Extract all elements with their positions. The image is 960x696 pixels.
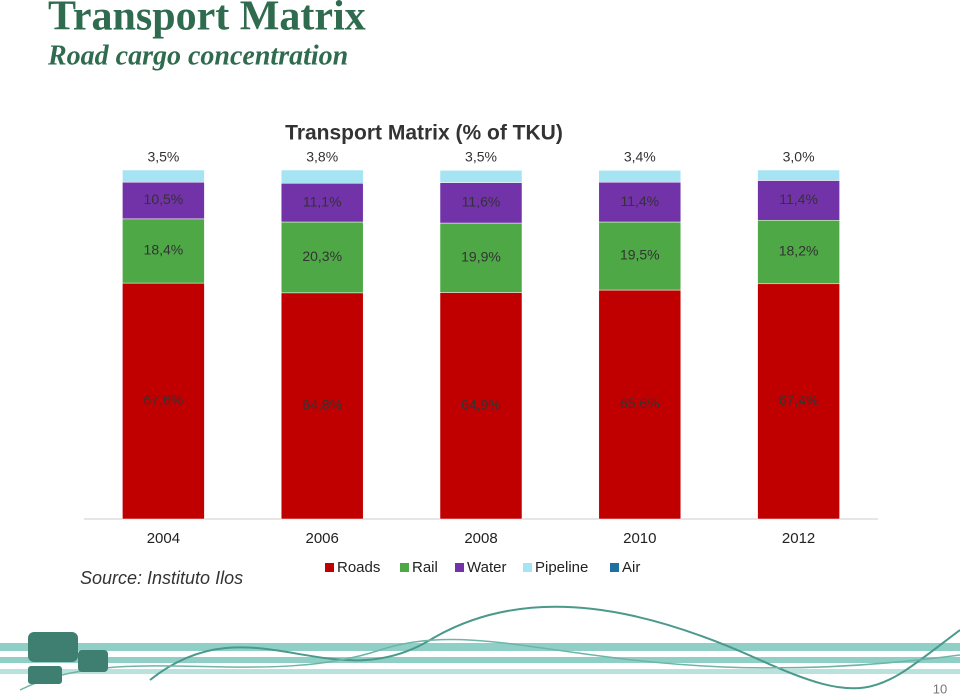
data-label: 11,6% xyxy=(462,194,501,210)
bar-segment xyxy=(757,169,840,181)
bar-segment xyxy=(122,169,205,183)
data-label: 10,5% xyxy=(144,191,184,207)
footer-stripe xyxy=(0,643,960,651)
footer-wave xyxy=(149,605,960,690)
bar-segment xyxy=(598,181,682,223)
legend-swatch xyxy=(400,563,409,572)
data-label: 19,9% xyxy=(461,248,501,264)
data-label: 3,5% xyxy=(147,149,179,165)
legend-swatch xyxy=(325,563,334,572)
bar-segment xyxy=(439,182,523,224)
data-label: 64,9% xyxy=(461,396,501,412)
x-tick-label: 2004 xyxy=(147,530,180,547)
data-label: 11,4% xyxy=(620,193,659,209)
data-label: 3,8% xyxy=(306,149,338,165)
footer-icon xyxy=(28,666,62,684)
bar-segment xyxy=(122,282,205,520)
data-label: 67,4% xyxy=(779,392,819,408)
footer-icon xyxy=(78,650,108,672)
legend-swatch xyxy=(610,563,619,572)
bar-segment xyxy=(439,292,523,520)
page-number: 10 xyxy=(933,681,947,696)
legend-label: Air xyxy=(622,559,640,576)
bar-segment xyxy=(280,183,364,223)
legend-label: Roads xyxy=(337,559,380,576)
footer-icon xyxy=(28,632,78,662)
data-label: 64,8% xyxy=(302,397,342,413)
bar-segment xyxy=(122,181,205,220)
x-tick-label: 2006 xyxy=(306,530,339,547)
data-label: 3,4% xyxy=(624,149,656,165)
bar-segment xyxy=(439,170,523,183)
legend-swatch xyxy=(455,563,464,572)
bar-segment xyxy=(439,222,523,293)
footer-wave xyxy=(19,638,960,691)
data-label: 18,4% xyxy=(144,242,184,258)
x-tick-label: 2008 xyxy=(464,530,497,547)
footer-stripe xyxy=(0,657,960,663)
chart-title: Transport Matrix (% of TKU) xyxy=(285,122,563,145)
legend-label: Pipeline xyxy=(535,559,588,576)
data-label: 65,6% xyxy=(620,395,660,411)
legend-label: Rail xyxy=(412,559,438,576)
bar-segment xyxy=(757,283,840,520)
bar-segment xyxy=(280,169,364,184)
x-tick-label: 2010 xyxy=(623,530,656,547)
legend-swatch xyxy=(523,563,532,572)
x-tick-label: 2012 xyxy=(782,530,815,547)
data-label: 11,4% xyxy=(779,191,818,207)
bar-segment xyxy=(280,292,364,520)
data-label: 18,2% xyxy=(779,243,819,259)
footer-decoration xyxy=(0,605,960,691)
bar-segment xyxy=(598,170,682,183)
bar-segment xyxy=(598,289,682,520)
data-label: 3,5% xyxy=(465,149,497,165)
data-label: 3,0% xyxy=(783,149,815,165)
data-label: 67,6% xyxy=(144,392,184,408)
source-note: Source: Instituto Ilos xyxy=(80,568,243,588)
slide-title: Transport Matrix xyxy=(48,0,366,40)
data-label: 20,3% xyxy=(302,248,342,264)
footer-stripe xyxy=(0,669,960,674)
slide-subtitle: Road cargo concentration xyxy=(47,40,348,71)
data-label: 11,1% xyxy=(303,193,342,209)
data-label: 19,5% xyxy=(620,247,660,263)
bar-segment xyxy=(757,220,840,285)
legend-label: Water xyxy=(467,559,506,576)
bar-segment xyxy=(757,180,840,221)
bar-segment xyxy=(598,221,682,291)
bar-segment xyxy=(280,221,364,294)
